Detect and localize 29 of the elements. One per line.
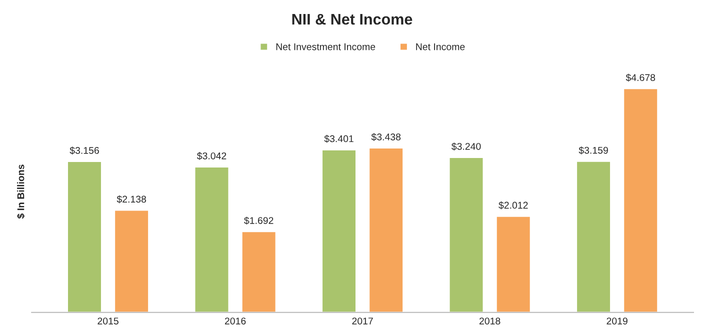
data-label: $4.678 — [626, 74, 656, 82]
bar — [194, 166, 230, 312]
data-label: $3.401 — [324, 134, 354, 143]
data-label: $2.012 — [498, 201, 528, 210]
x-tick-label: 2017 — [352, 318, 373, 324]
bar — [576, 160, 612, 312]
bar — [321, 148, 357, 312]
x-tick-label: 2018 — [480, 318, 500, 324]
data-label: $3.156 — [70, 146, 99, 154]
data-label: $1.692 — [244, 216, 274, 225]
bar — [495, 215, 532, 312]
bar — [66, 160, 102, 312]
x-tick-label: 2016 — [224, 318, 246, 324]
bar — [622, 88, 658, 312]
legend-label: Net Investment Income — [276, 43, 376, 50]
chart-title: NII & Net Income — [292, 14, 412, 25]
bar — [448, 156, 484, 312]
x-tick-label: 2015 — [98, 318, 118, 324]
bar — [114, 209, 150, 312]
data-label: $3.159 — [578, 146, 608, 154]
data-label: $3.042 — [196, 152, 226, 160]
bar — [368, 147, 404, 312]
x-tick-label: 2019 — [606, 318, 628, 324]
y-axis-title: $ In Billions — [16, 164, 25, 219]
data-label: $2.138 — [116, 195, 146, 204]
data-label: $3.240 — [452, 142, 481, 150]
legend-label: Net Income — [416, 43, 465, 50]
data-label: $3.438 — [371, 133, 401, 141]
bar — [240, 230, 277, 312]
